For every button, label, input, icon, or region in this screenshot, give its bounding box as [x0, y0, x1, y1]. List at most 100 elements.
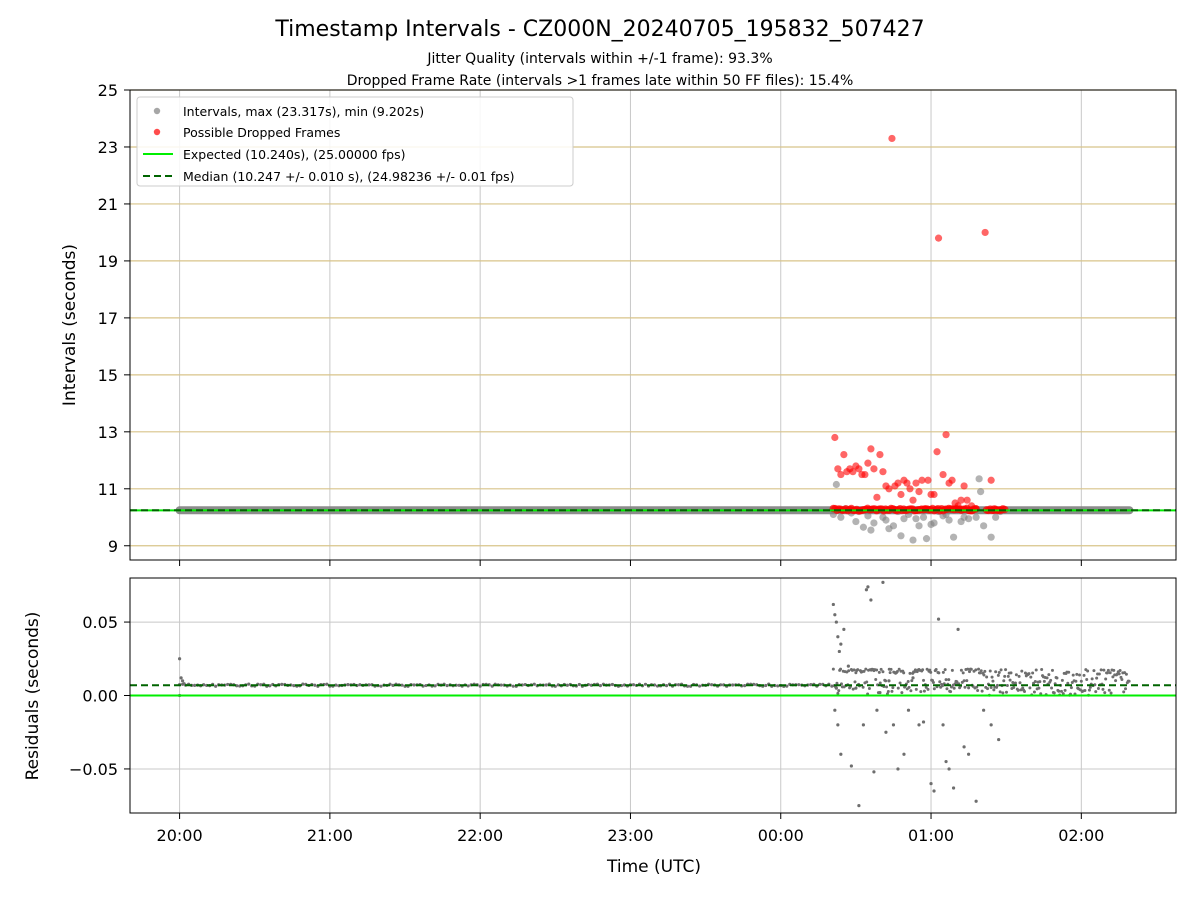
residual-point	[962, 679, 966, 683]
residual-point	[842, 627, 846, 632]
residual-point	[967, 686, 971, 690]
residual-point	[887, 679, 891, 683]
residual-point	[391, 683, 395, 687]
residual-point	[1019, 688, 1023, 692]
residual-point	[983, 669, 987, 673]
dropped-frame-point	[876, 451, 884, 459]
residual-point	[1034, 668, 1038, 672]
residual-point	[1060, 678, 1064, 682]
bottom-x-tick-label: 21:00	[307, 826, 353, 845]
residual-point	[1017, 674, 1021, 678]
residual-point	[846, 664, 850, 668]
residual-point	[836, 723, 840, 727]
residual-point	[997, 737, 1001, 742]
top-y-tick-label: 17	[98, 309, 118, 328]
residual-point	[181, 679, 185, 683]
residual-point	[932, 789, 936, 793]
dropped-frame-point	[960, 482, 968, 490]
residual-point	[412, 683, 416, 687]
residual-point	[466, 684, 470, 688]
residual-point	[877, 670, 881, 674]
residual-point	[922, 689, 926, 693]
residual-point	[1050, 686, 1054, 690]
dropped-frame-point	[870, 465, 878, 473]
residual-point	[424, 683, 428, 688]
residual-point	[1047, 673, 1051, 677]
interval-point	[889, 522, 898, 530]
residual-point	[895, 670, 899, 674]
residual-point	[925, 667, 929, 671]
residual-point	[346, 683, 350, 687]
residual-point	[944, 759, 948, 764]
residual-point	[831, 602, 835, 607]
dropped-frame-point	[840, 451, 848, 459]
residual-point	[975, 685, 979, 689]
interval-point	[900, 515, 908, 523]
residual-point	[226, 682, 230, 687]
residual-point	[890, 689, 894, 693]
residual-point	[676, 683, 681, 687]
dropped-frame-point	[867, 445, 875, 453]
interval-point	[980, 522, 988, 530]
residual-point	[1005, 684, 1009, 688]
residual-point	[1067, 670, 1071, 674]
residual-point	[874, 677, 878, 681]
dropped-frame-point	[834, 465, 842, 473]
residual-point	[1074, 679, 1078, 683]
residual-point	[886, 689, 890, 693]
dropped-frame-point	[933, 448, 941, 456]
residual-point	[1013, 681, 1017, 685]
residual-point	[951, 786, 956, 790]
residual-point	[1124, 672, 1128, 676]
interval-point	[987, 533, 995, 541]
residual-point	[999, 668, 1003, 672]
residual-point	[1055, 676, 1059, 680]
dropped-frame-point	[963, 496, 971, 504]
interval-point	[972, 513, 980, 521]
residual-point	[897, 667, 901, 671]
dropped-frame-point	[831, 433, 839, 442]
bottom-y-tick-label: 0.05	[82, 613, 118, 632]
residual-point	[896, 767, 900, 771]
residual-point	[932, 687, 936, 691]
residual-point	[914, 687, 918, 691]
residual-point	[1109, 691, 1113, 695]
residual-point	[906, 708, 911, 712]
chart-title: Timestamp Intervals - CZ000N_20240705_19…	[274, 17, 924, 42]
residual-point	[1018, 681, 1022, 685]
residual-point	[1104, 677, 1108, 681]
residual-point	[499, 683, 503, 687]
residual-point	[853, 680, 857, 684]
residual-point	[697, 684, 702, 688]
residual-point	[1049, 678, 1053, 682]
residual-point	[1063, 688, 1067, 692]
residual-point	[1002, 679, 1006, 683]
residual-point	[1097, 672, 1101, 676]
residual-point	[1003, 674, 1007, 678]
residual-point	[1006, 674, 1010, 678]
residual-point	[952, 686, 956, 690]
residual-point	[839, 642, 843, 646]
residual-point	[966, 667, 970, 671]
residual-point	[980, 689, 984, 693]
residual-point	[1038, 680, 1042, 684]
residual-point	[214, 684, 218, 688]
residual-point	[941, 723, 945, 727]
residual-point	[849, 764, 853, 768]
residual-point	[1106, 668, 1110, 672]
residual-point	[856, 668, 860, 672]
residual-point	[325, 682, 329, 686]
residual-point	[830, 684, 834, 688]
interval-point	[915, 522, 923, 530]
interval-point	[864, 512, 872, 520]
residual-point	[764, 683, 768, 688]
residual-point	[710, 683, 714, 687]
top-y-tick-label: 13	[98, 423, 118, 442]
residual-point	[664, 684, 669, 688]
residual-point	[1045, 676, 1049, 680]
residual-point	[577, 682, 581, 687]
residual-point	[906, 679, 910, 683]
legend-box	[136, 96, 574, 187]
residual-point	[852, 668, 856, 672]
residual-point	[875, 708, 879, 712]
